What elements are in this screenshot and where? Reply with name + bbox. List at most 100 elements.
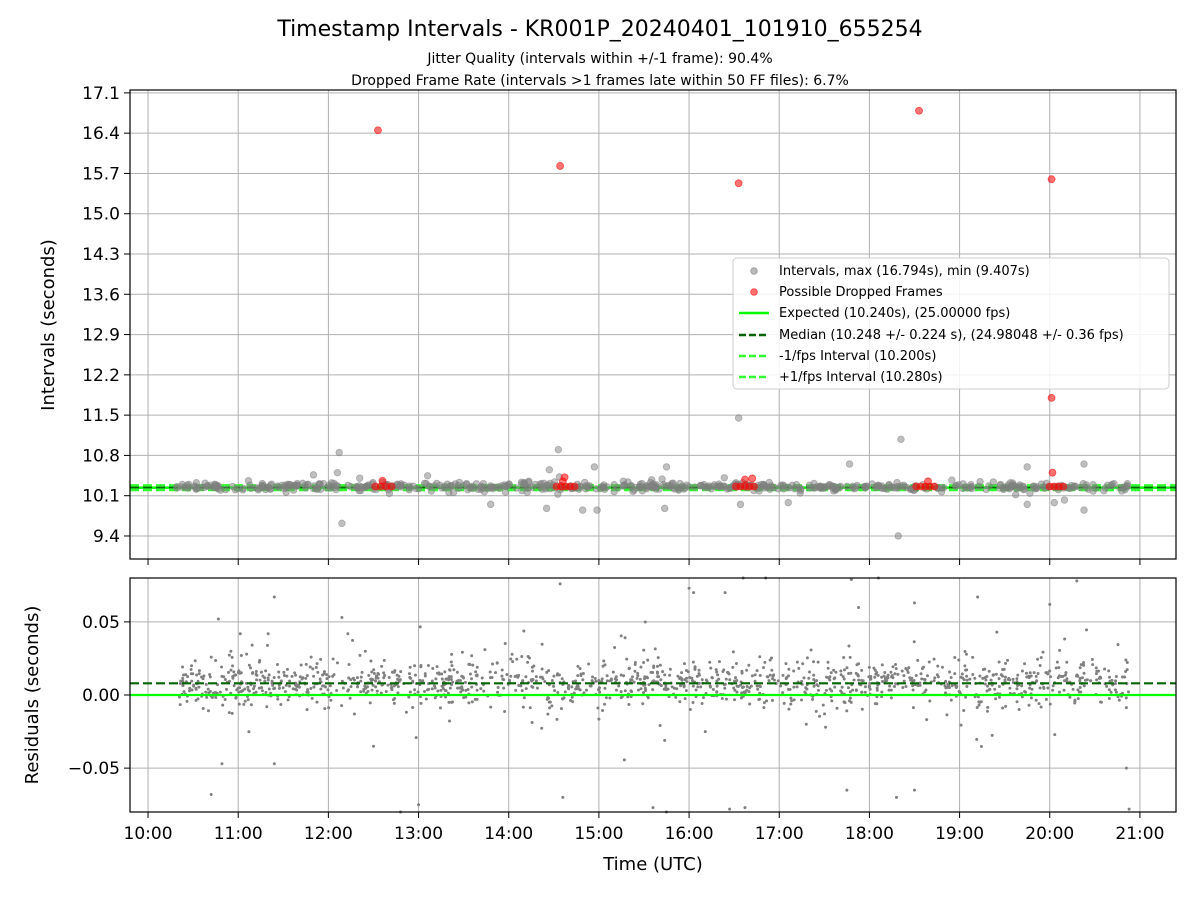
residual-point — [922, 677, 926, 681]
residual-point — [312, 674, 316, 678]
residual-point — [475, 697, 479, 701]
residual-point — [352, 678, 356, 682]
residual-point — [434, 677, 438, 681]
residual-point — [708, 660, 712, 664]
interval-point — [845, 460, 854, 468]
residual-point — [460, 650, 464, 654]
residual-point — [574, 687, 578, 691]
residual-point — [553, 689, 557, 693]
x-axis-label: Time (UTC) — [602, 854, 703, 875]
x-tick-label: 21:00 — [1115, 824, 1164, 844]
residual-point — [436, 689, 440, 693]
residual-point — [1029, 674, 1033, 678]
residual-point — [411, 679, 415, 683]
interval-point — [501, 488, 510, 496]
residual-point — [424, 697, 428, 701]
residual-point — [546, 712, 550, 716]
residual-point — [644, 688, 648, 692]
residual-point — [986, 705, 990, 709]
residual-point — [705, 679, 709, 683]
residual-point — [190, 679, 194, 683]
interval-point — [247, 484, 255, 492]
residual-point — [784, 662, 788, 666]
residual-point — [284, 683, 288, 687]
residual-point — [531, 685, 535, 689]
residual-point — [601, 664, 605, 668]
residual-point — [619, 634, 623, 638]
residual-point — [417, 803, 421, 807]
residual-point — [906, 670, 910, 674]
residual-point — [863, 690, 867, 694]
residual-point — [658, 663, 662, 667]
residual-point — [1044, 671, 1048, 675]
residual-point — [680, 677, 684, 681]
residual-point — [1055, 660, 1059, 664]
residual-point — [272, 676, 276, 680]
residual-point — [237, 669, 241, 673]
residual-point — [1004, 704, 1008, 708]
residual-point — [513, 675, 517, 679]
residual-point — [557, 673, 561, 677]
residual-point — [697, 668, 701, 672]
residual-point — [755, 684, 759, 688]
legend-marker-intervals — [750, 267, 758, 275]
intervals-y-tick-label: 15.7 — [82, 164, 120, 184]
residual-point — [309, 686, 313, 690]
residual-point — [1048, 702, 1052, 706]
residual-point — [743, 691, 747, 695]
residual-point — [651, 688, 655, 692]
residual-point — [1089, 679, 1093, 683]
interval-point — [1080, 460, 1088, 468]
residual-point — [299, 663, 303, 667]
residual-point — [572, 691, 576, 695]
residual-point — [589, 684, 593, 688]
residual-point — [734, 661, 738, 665]
interval-point — [829, 484, 838, 493]
residual-point — [267, 687, 271, 691]
residual-point — [710, 676, 714, 680]
residual-point — [743, 806, 747, 810]
residual-point — [189, 668, 193, 672]
residual-point — [826, 660, 830, 664]
residual-point — [696, 685, 700, 689]
residual-point — [1063, 679, 1067, 683]
residual-point — [550, 704, 554, 708]
residual-point — [630, 675, 634, 679]
residual-point — [664, 685, 668, 689]
residual-point — [441, 684, 445, 688]
residual-point — [625, 657, 629, 661]
residual-point — [470, 654, 474, 658]
residual-point — [639, 687, 643, 691]
residual-point — [293, 671, 297, 675]
interval-point — [177, 483, 186, 491]
residual-point — [771, 674, 775, 678]
residual-point — [349, 678, 353, 682]
residual-point — [692, 591, 696, 595]
dropped-frame-point — [1048, 468, 1057, 477]
residual-point — [741, 685, 745, 689]
residual-point — [682, 662, 686, 666]
residual-point — [717, 677, 721, 681]
residual-point — [715, 684, 719, 688]
residual-point — [697, 681, 701, 685]
residual-point — [464, 688, 468, 692]
residual-point — [894, 667, 898, 671]
residual-point — [561, 795, 565, 799]
residual-point — [1065, 677, 1069, 681]
residual-point — [186, 675, 190, 679]
residual-point — [399, 670, 403, 674]
residual-point — [901, 685, 905, 689]
residual-point — [1107, 688, 1111, 692]
residual-point — [489, 705, 493, 709]
interval-point — [200, 483, 208, 492]
residual-point — [1001, 667, 1005, 671]
residual-point — [1034, 674, 1038, 678]
interval-point — [445, 488, 453, 497]
residual-point — [304, 662, 308, 666]
residual-point — [305, 708, 309, 712]
residual-point — [581, 678, 585, 682]
residual-point — [435, 665, 439, 669]
residual-point — [245, 652, 249, 656]
residual-point — [657, 675, 661, 679]
residual-point — [520, 654, 524, 658]
